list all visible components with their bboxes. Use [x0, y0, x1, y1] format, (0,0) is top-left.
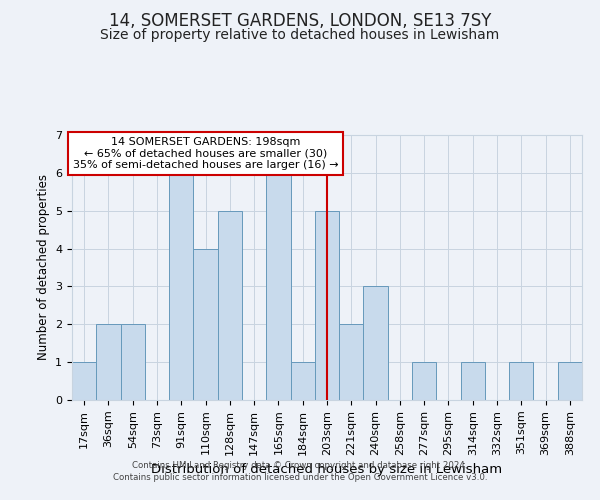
X-axis label: Distribution of detached houses by size in Lewisham: Distribution of detached houses by size … [151, 463, 503, 476]
Bar [193, 248, 218, 400]
Text: 14, SOMERSET GARDENS, LONDON, SE13 7SY: 14, SOMERSET GARDENS, LONDON, SE13 7SY [109, 12, 491, 30]
Bar [339, 324, 364, 400]
Y-axis label: Number of detached properties: Number of detached properties [37, 174, 50, 360]
Text: Contains HM Land Registry data © Crown copyright and database right 2024.
Contai: Contains HM Land Registry data © Crown c… [113, 461, 487, 482]
Bar [290, 362, 315, 400]
Bar [558, 362, 582, 400]
Bar [412, 362, 436, 400]
Bar [218, 210, 242, 400]
Bar [72, 362, 96, 400]
Bar [315, 210, 339, 400]
Bar [509, 362, 533, 400]
Bar [364, 286, 388, 400]
Bar [461, 362, 485, 400]
Bar [266, 173, 290, 400]
Bar [169, 173, 193, 400]
Bar [121, 324, 145, 400]
Bar [96, 324, 121, 400]
Text: 14 SOMERSET GARDENS: 198sqm
← 65% of detached houses are smaller (30)
35% of sem: 14 SOMERSET GARDENS: 198sqm ← 65% of det… [73, 137, 338, 170]
Text: Size of property relative to detached houses in Lewisham: Size of property relative to detached ho… [100, 28, 500, 42]
